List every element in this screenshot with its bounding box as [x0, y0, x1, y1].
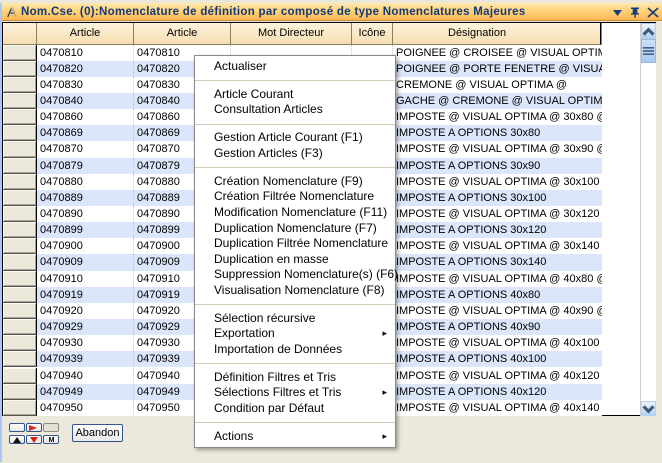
svg-text:M: M [48, 437, 54, 443]
